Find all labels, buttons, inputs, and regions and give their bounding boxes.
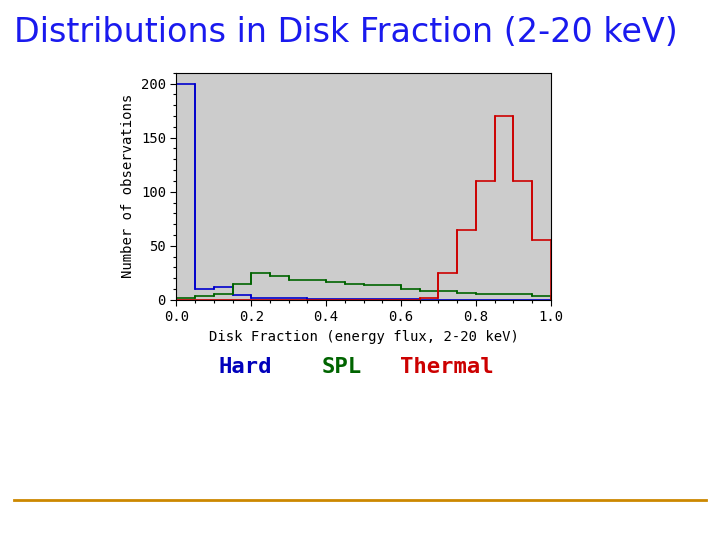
Text: SPL: SPL [322,357,362,377]
Y-axis label: Number of observations: Number of observations [121,94,135,279]
Text: Thermal: Thermal [400,357,493,377]
Text: Distributions in Disk Fraction (2-20 keV): Distributions in Disk Fraction (2-20 keV… [14,16,678,49]
X-axis label: Disk Fraction (energy flux, 2-20 keV): Disk Fraction (energy flux, 2-20 keV) [209,330,518,343]
Text: Hard: Hard [218,357,271,377]
